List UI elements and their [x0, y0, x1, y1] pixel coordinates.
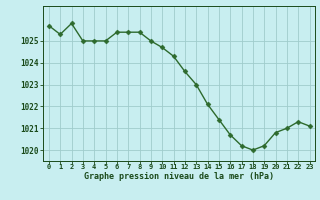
- X-axis label: Graphe pression niveau de la mer (hPa): Graphe pression niveau de la mer (hPa): [84, 172, 274, 181]
